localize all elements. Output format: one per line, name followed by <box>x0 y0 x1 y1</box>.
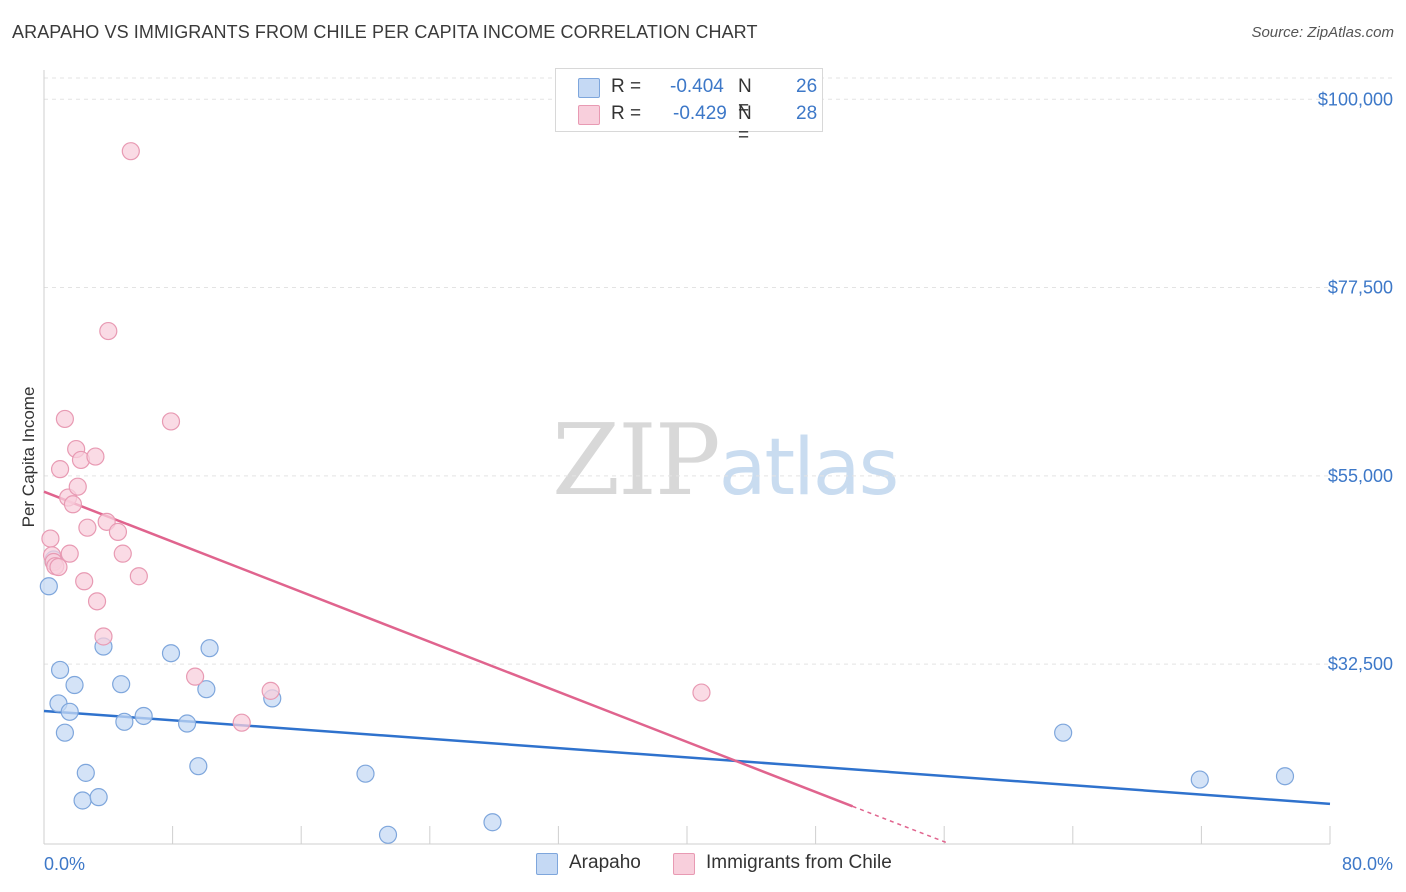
chile-point <box>68 477 87 496</box>
watermark-zip: ZIP <box>552 404 721 518</box>
n-value: 28 <box>796 103 818 124</box>
chile-point <box>99 321 118 341</box>
chile-trend-line <box>43 490 854 808</box>
arapaho-point <box>65 675 84 695</box>
arapaho-point <box>134 706 153 726</box>
x-tick-label-min: 0.0% <box>44 854 85 874</box>
trend-lines <box>43 490 1331 844</box>
chile-point <box>50 460 70 479</box>
chile-legend-swatch <box>673 853 695 875</box>
arapaho-point <box>55 723 74 742</box>
chile-point <box>49 557 68 577</box>
chile-point <box>692 683 711 702</box>
arapaho-legend-label: Arapaho <box>569 852 641 873</box>
arapaho-point <box>378 825 398 844</box>
gridlines <box>44 77 1392 665</box>
correlation-legend: R = -0.404 N = 26 R = -0.429 N = 28 <box>555 68 823 146</box>
chile-point <box>60 544 79 563</box>
arapaho-point <box>356 764 375 783</box>
arapaho-legend-swatch <box>536 853 558 875</box>
arapaho-point <box>161 644 181 663</box>
chile-point <box>121 142 140 161</box>
chile-swatch <box>578 105 600 125</box>
chile-point <box>232 713 251 732</box>
chile-point <box>63 495 83 514</box>
arapaho-point <box>483 813 502 832</box>
arapaho-point <box>1054 723 1073 742</box>
arapaho-point <box>1190 770 1209 789</box>
arapaho-point <box>89 788 108 807</box>
r-label: R = <box>611 76 647 97</box>
arapaho-trend-line <box>43 709 1331 806</box>
x-tick-label-max: 80.0% <box>1342 854 1393 874</box>
source-label: Source: ZipAtlas.com <box>1251 24 1394 41</box>
arapaho-point <box>1275 767 1295 786</box>
arapaho-point <box>197 680 216 699</box>
arapaho-point <box>50 660 70 680</box>
arapaho-point <box>200 639 219 658</box>
data-points <box>39 142 1295 844</box>
arapaho-point <box>73 791 92 810</box>
r-value: -0.429 <box>673 103 727 124</box>
chile-point <box>41 529 60 548</box>
y-axis-title: Per Capita Income <box>19 387 38 528</box>
watermark: ZIPatlas <box>552 404 899 518</box>
chile-point <box>161 412 181 431</box>
n-value: 26 <box>796 76 818 97</box>
r-label: R = <box>611 103 647 124</box>
axes <box>43 70 1331 845</box>
chile-point <box>86 447 105 466</box>
chile-point <box>87 592 107 611</box>
y-tick-label: $100,000 <box>1318 89 1393 109</box>
arapaho-point <box>60 702 79 721</box>
arapaho-point <box>39 577 58 596</box>
arapaho-point <box>76 763 95 782</box>
watermark-atlas: atlas <box>718 423 899 513</box>
y-tick-label: $55,000 <box>1328 466 1393 486</box>
arapaho-point <box>112 675 131 694</box>
chile-point <box>75 572 94 591</box>
chile-point <box>261 681 280 700</box>
chart-title: ARAPAHO VS IMMIGRANTS FROM CHILE PER CAP… <box>12 22 758 42</box>
chile-point <box>94 627 113 646</box>
chile-point <box>55 409 74 429</box>
n-label: N = <box>738 103 752 146</box>
chile-point <box>113 544 132 563</box>
chile-point <box>108 522 128 541</box>
y-tick-label: $32,500 <box>1328 654 1393 674</box>
arapaho-point <box>177 714 197 733</box>
chile-trend-extension <box>852 805 947 844</box>
arapaho-swatch <box>578 78 600 98</box>
arapaho-point <box>189 757 208 776</box>
y-tick-label: $77,500 <box>1328 278 1393 298</box>
chile-legend-label: Immigrants from Chile <box>706 852 892 873</box>
n-label: N = <box>738 76 752 119</box>
chile-point <box>129 567 148 586</box>
r-value: -0.404 <box>670 76 724 97</box>
chile-point <box>186 667 205 686</box>
chile-point <box>78 518 97 537</box>
arapaho-point <box>115 712 134 731</box>
tick-labels: $32,500 $55,000 $77,500 $100,000 0.0% 80.0% <box>44 89 1393 874</box>
